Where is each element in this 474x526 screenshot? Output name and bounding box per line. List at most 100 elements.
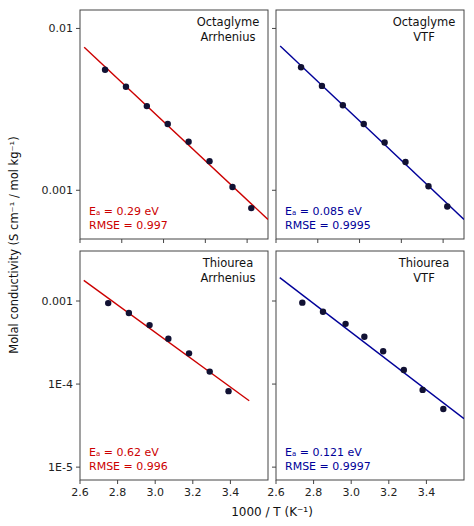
data-point <box>319 83 325 89</box>
data-point <box>299 299 305 305</box>
marks <box>280 278 464 419</box>
x-tick <box>247 239 248 243</box>
data-point <box>342 321 348 327</box>
data-point <box>207 368 213 374</box>
data-point <box>144 103 150 109</box>
plot-frame <box>80 251 268 480</box>
data-point <box>419 387 425 393</box>
x-tick <box>276 480 277 484</box>
y-tick <box>272 190 276 191</box>
y-tick <box>76 190 80 191</box>
data-point <box>401 367 407 373</box>
data-point <box>361 121 367 127</box>
annotation: Eₐ = 0.085 eV <box>285 205 362 218</box>
y-axis-label: Molal conductivity (S cm⁻¹ / mol kg⁻¹) <box>7 136 21 353</box>
panel: 2.62.83.03.23.41E-51E-40.001ThioureaArrh… <box>42 251 269 499</box>
data-point <box>146 322 152 328</box>
annotation: RMSE = 0.996 <box>89 460 168 473</box>
background <box>0 0 474 526</box>
annotation: RMSE = 0.997 <box>89 219 168 232</box>
fit-line <box>280 46 464 219</box>
x-tick-label: 3.2 <box>380 486 398 499</box>
y-tick <box>76 384 80 385</box>
x-tick <box>192 480 193 484</box>
annotation: RMSE = 0.9995 <box>285 219 371 232</box>
marks <box>84 280 249 400</box>
y-tick <box>272 467 276 468</box>
marks <box>280 46 464 219</box>
panel-title: Thiourea <box>398 256 449 270</box>
data-point <box>361 334 367 340</box>
data-point <box>105 300 111 306</box>
x-tick-label: 3.0 <box>342 486 360 499</box>
figure: 0.0010.01OctaglymeArrheniusEₐ = 0.29 eVR… <box>0 0 474 526</box>
data-point <box>123 84 129 90</box>
panel: 2.6 2.8 3.0 3.2 3.4 ThioureaVTF Eₐ = 0.121 eVR… <box>267 251 464 499</box>
plot-frame <box>276 251 464 480</box>
panel-subtitle: Arrhenius <box>200 30 255 44</box>
x-tick <box>205 239 206 243</box>
x-tick <box>117 480 118 484</box>
x-tick-label: 2.8 <box>305 486 323 499</box>
data-point <box>102 67 108 73</box>
panel: 0.001 0.01 OctaglymeArrhenius Eₐ = 0.29 eVR… <box>42 10 269 243</box>
y-tick-label: 1E-5 <box>48 461 73 474</box>
x-tick <box>163 239 164 243</box>
x-tick <box>426 480 427 484</box>
panel-title: Octaglyme <box>197 15 260 29</box>
fit-line <box>84 280 249 400</box>
x-tick <box>443 239 444 243</box>
data-point <box>402 159 408 165</box>
data-point <box>320 309 326 315</box>
y-tick <box>76 301 80 302</box>
data-point <box>444 203 450 209</box>
y-tick <box>272 28 276 29</box>
y-tick-label: 0.01 <box>49 22 74 35</box>
x-tick <box>351 480 352 484</box>
x-tick-label: 3.4 <box>222 486 240 499</box>
x-tick-label: 2.8 <box>109 486 127 499</box>
annotation: Eₐ = 0.29 eV <box>89 205 159 218</box>
panel-title: Octaglyme <box>393 15 456 29</box>
fit-line <box>84 47 268 219</box>
data-point <box>440 406 446 412</box>
data-point <box>229 184 235 190</box>
x-tick-label: 3.4 <box>418 486 436 499</box>
annotation: RMSE = 0.9997 <box>285 460 371 473</box>
annotation: Eₐ = 0.62 eV <box>89 446 159 459</box>
y-tick <box>272 384 276 385</box>
y-tick <box>76 467 80 468</box>
x-axis-label: 1000 / T (K⁻¹) <box>231 505 313 519</box>
x-tick <box>317 239 318 243</box>
x-tick <box>401 239 402 243</box>
data-point <box>248 205 254 211</box>
marks <box>84 47 268 219</box>
data-point <box>206 158 212 164</box>
y-tick-label: 0.001 <box>42 295 74 308</box>
annotation: Eₐ = 0.121 eV <box>285 446 362 459</box>
y-tick <box>76 28 80 29</box>
x-tick <box>359 239 360 243</box>
data-point <box>340 102 346 108</box>
x-tick-label: 2.6 <box>267 486 285 499</box>
panel-title: Thiourea <box>202 256 253 270</box>
x-tick <box>121 239 122 243</box>
fit-line <box>280 278 464 419</box>
x-tick-label: 2.6 <box>71 486 89 499</box>
y-tick-label: 0.001 <box>42 184 74 197</box>
data-point <box>425 183 431 189</box>
x-tick <box>388 480 389 484</box>
x-tick <box>313 480 314 484</box>
data-point <box>186 350 192 356</box>
panel-subtitle: VTF <box>413 271 435 285</box>
data-point <box>381 139 387 145</box>
y-tick-label: 1E-4 <box>48 378 73 391</box>
x-tick-label: 3.2 <box>184 486 202 499</box>
data-point <box>165 336 171 342</box>
panel: OctaglymeVTFEₐ = 0.085 eVRMSE = 0.9995 <box>272 10 464 243</box>
data-point <box>126 310 132 316</box>
panel-subtitle: Arrhenius <box>200 271 255 285</box>
plot-frame <box>80 10 268 239</box>
x-tick <box>276 239 277 243</box>
x-tick <box>80 239 81 243</box>
